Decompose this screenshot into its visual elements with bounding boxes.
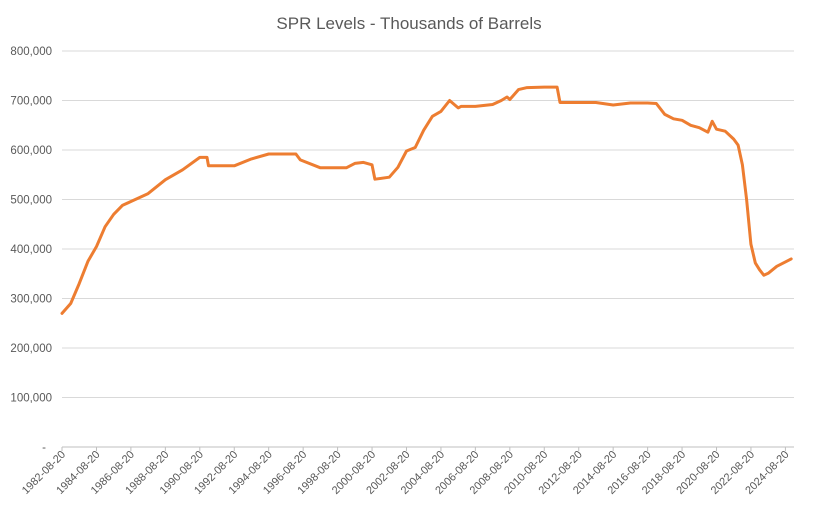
gridlines — [62, 50, 794, 448]
y-tick-label: - — [42, 442, 46, 454]
y-tick-label: 700,000 — [10, 96, 52, 108]
y-tick-label: 400,000 — [10, 244, 52, 256]
y-tick-label: 200,000 — [10, 343, 52, 355]
x-axis: 1982-08-201984-08-201986-08-201988-08-20… — [20, 447, 792, 497]
y-tick-label: 100,000 — [10, 393, 52, 405]
chart-title: SPR Levels - Thousands of Barrels — [276, 14, 542, 33]
y-tick-label: 300,000 — [10, 294, 52, 306]
series-line — [60, 85, 793, 315]
y-axis: - 100,000 200,000 300,000 400,000 500,000 600,… — [10, 46, 52, 454]
series-layer — [60, 85, 793, 315]
y-tick-label: 800,000 — [10, 46, 52, 58]
y-tick-label: 500,000 — [10, 195, 52, 207]
y-tick-label: 600,000 — [10, 145, 52, 157]
